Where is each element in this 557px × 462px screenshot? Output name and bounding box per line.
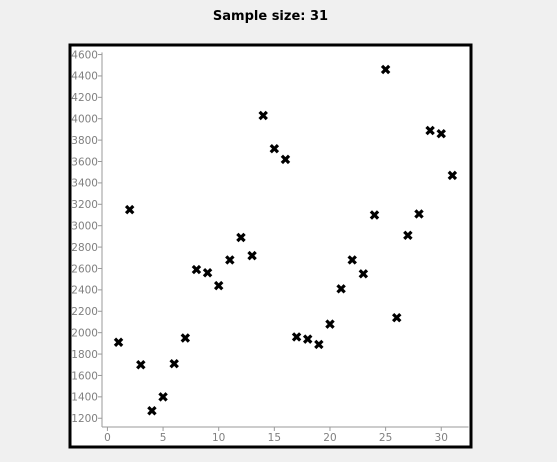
x-tick-label: 30 [435,432,448,444]
data-point [147,406,157,416]
y-tick-label: 2200 [71,306,98,318]
y-tick-label: 4000 [71,114,98,126]
data-point [158,392,168,402]
data-point [347,255,357,265]
x-tick-label: 10 [212,432,225,444]
y-tick-label: 2000 [71,327,98,339]
y-tick-label: 4200 [71,92,98,104]
data-point [124,204,135,215]
data-point [180,333,191,343]
data-point [447,170,458,181]
y-tick-label: 1200 [71,413,98,425]
data-point [202,268,213,278]
data-point [325,319,335,329]
y-tick-label: 2400 [71,285,98,297]
data-point [380,64,391,75]
data-point [280,154,291,165]
y-tick-label: 4400 [71,71,98,83]
data-point [258,110,268,121]
data-point [169,358,179,369]
data-point [358,269,369,279]
data-point [392,312,402,323]
y-tick-label: 2600 [71,263,98,275]
data-point [414,209,424,219]
x-tick-label: 20 [323,432,336,444]
data-point [302,334,313,344]
data-point [269,143,280,154]
y-tick-label: 1800 [71,349,98,361]
x-tick-label: 0 [104,432,111,444]
x-tick-label: 15 [268,432,281,444]
chart-title: Sample size: 31 [212,9,329,24]
y-tick-label: 3600 [71,156,98,168]
data-point [436,128,446,139]
data-points [113,64,458,416]
plot-frame [68,43,473,449]
data-point [314,339,324,350]
y-tick-label: 1400 [71,392,98,404]
data-point [403,230,413,241]
y-tick-label: 3400 [71,178,98,190]
data-point [291,332,302,342]
data-point [225,255,235,265]
x-tick-label: 5 [160,432,167,444]
data-point [247,250,257,261]
y-tick-label: 1600 [71,370,98,382]
y-tick-label: 3200 [71,199,98,211]
y-tick-label: 3000 [71,220,98,232]
data-point [113,337,124,348]
data-point [213,280,224,291]
data-point [425,125,435,136]
y-tick-label: 3800 [71,135,98,147]
x-tick-label: 25 [379,432,392,444]
data-point [191,264,202,275]
data-point [236,232,246,243]
axes: 1200 1400 1600 1800 2000 2200 2400 2600 2800 3000… [71,49,469,444]
data-point [369,210,380,220]
y-tick-label: 2800 [71,242,98,254]
y-tick-label: 4600 [71,49,98,61]
data-point [336,284,346,294]
data-point [136,360,146,370]
